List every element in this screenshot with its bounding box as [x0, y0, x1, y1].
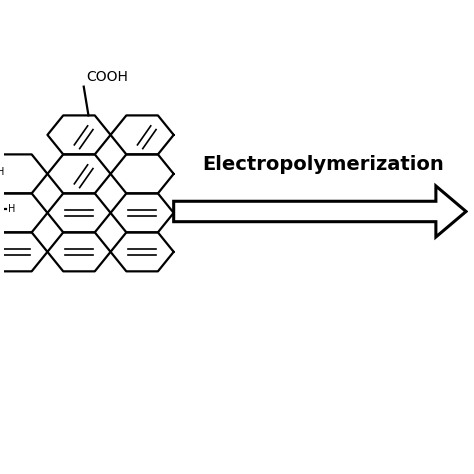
Text: Electropolymerization: Electropolymerization	[202, 155, 444, 174]
Text: H: H	[8, 204, 15, 214]
Polygon shape	[173, 186, 466, 237]
Text: COOH: COOH	[86, 70, 128, 84]
Text: H: H	[0, 166, 5, 177]
